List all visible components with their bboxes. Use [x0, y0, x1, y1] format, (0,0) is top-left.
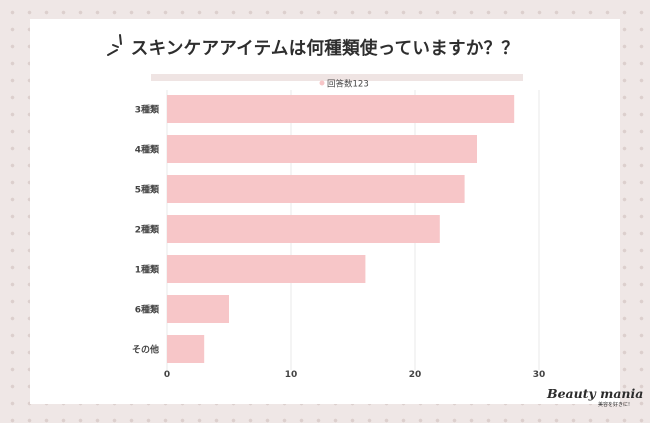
title-underline: [151, 74, 523, 81]
bar: [167, 175, 465, 203]
bar: [167, 255, 366, 283]
brand-name: Beauty mania: [547, 386, 644, 401]
category-label: その他: [132, 344, 159, 356]
brand-logo: Beauty mania 美容を好きに!: [547, 386, 643, 416]
x-tick-label: 20: [409, 370, 422, 380]
chart-card: スキンケアアイテムは何種類使っていますか？？: [30, 19, 620, 404]
bar: [167, 295, 229, 323]
bar: [167, 135, 477, 163]
category-label: 3種類: [135, 104, 160, 116]
legend-label: 回答数123: [327, 79, 369, 90]
sparkle-icon: [107, 34, 122, 56]
category-label: 4種類: [135, 144, 160, 156]
bar: [167, 335, 205, 363]
legend-marker: [319, 80, 325, 86]
category-label: 6種類: [135, 304, 160, 316]
title-area: スキンケアアイテムは何種類使っていますか？？: [30, 33, 620, 83]
category-label: 2種類: [135, 224, 160, 236]
x-tick-label: 30: [533, 370, 546, 380]
page-title: スキンケアアイテムは何種類使っていますか？？: [130, 39, 520, 59]
category-label: 1種類: [135, 264, 160, 276]
bar: [167, 95, 515, 123]
x-tick-label: 0: [164, 370, 170, 380]
bar: [167, 215, 440, 243]
category-label: 5種類: [135, 184, 160, 196]
brand-tagline: 美容を好きに!: [598, 402, 631, 408]
x-tick-label: 10: [285, 370, 298, 380]
